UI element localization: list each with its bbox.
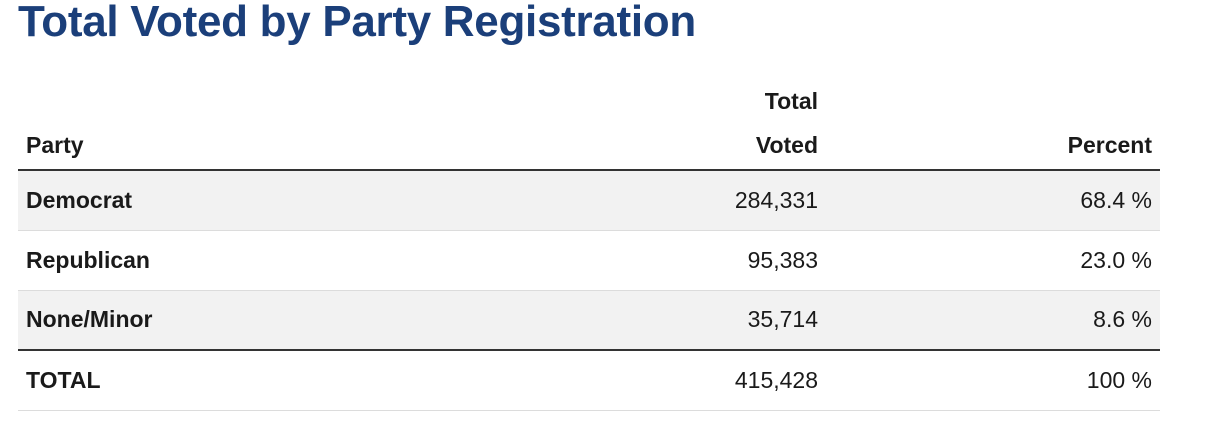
total-voted-value: 95,383 <box>428 230 826 291</box>
party-registration-table: Party Total Voted Percent Democrat 284,3… <box>18 78 1160 411</box>
party-name: Republican <box>18 230 428 291</box>
percent-value: 8.6 % <box>826 290 1160 351</box>
page-title: Total Voted by Party Registration <box>18 0 696 46</box>
header-total-voted-line1: Total <box>764 88 818 114</box>
table-row-none-minor: None/Minor 35,714 8.6 % <box>18 290 1160 351</box>
party-name: Democrat <box>18 170 428 231</box>
header-total-voted: Total Voted <box>428 78 826 171</box>
header-party: Party <box>18 78 428 171</box>
table-row-total: TOTAL 415,428 100 % <box>18 350 1160 411</box>
percent-value: 68.4 % <box>826 170 1160 231</box>
percent-value: 23.0 % <box>826 230 1160 291</box>
table-row-democrat: Democrat 284,331 68.4 % <box>18 170 1160 231</box>
total-label: TOTAL <box>18 350 428 411</box>
total-percent: 100 % <box>826 350 1160 411</box>
total-voted-sum: 415,428 <box>428 350 826 411</box>
total-voted-value: 35,714 <box>428 290 826 351</box>
header-total-voted-line2: Voted <box>755 132 818 158</box>
table-row-republican: Republican 95,383 23.0 % <box>18 230 1160 291</box>
total-voted-value: 284,331 <box>428 170 826 231</box>
party-name: None/Minor <box>18 290 428 351</box>
table-header-row: Party Total Voted Percent <box>18 78 1160 171</box>
header-percent: Percent <box>826 78 1160 171</box>
